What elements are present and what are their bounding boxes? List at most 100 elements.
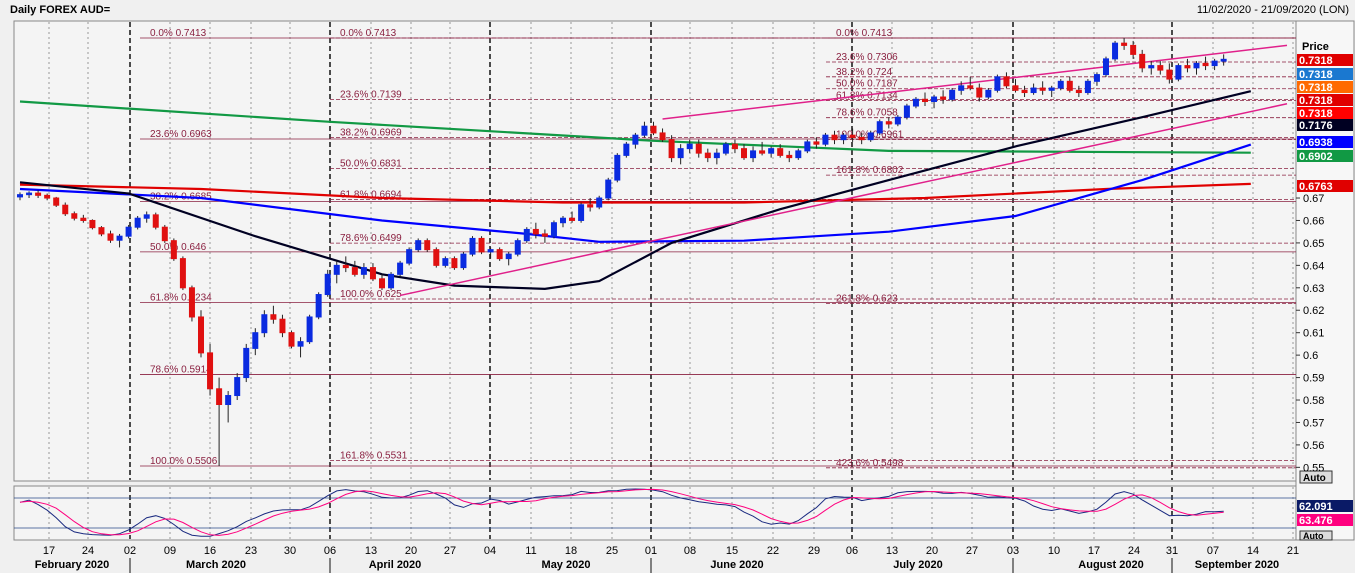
candle-body <box>578 204 585 221</box>
osc-d-line <box>19 488 1224 536</box>
candle-body <box>523 228 530 242</box>
date-tick-label: 13 <box>365 545 377 557</box>
candle-body <box>750 150 757 159</box>
candle-body <box>505 253 512 260</box>
candle-body <box>161 226 168 242</box>
candle-body <box>885 121 892 125</box>
candle-body <box>1220 58 1227 62</box>
candle-body <box>469 237 476 255</box>
date-tick-label: 22 <box>767 545 779 557</box>
month-label: September 2020 <box>1195 559 1279 571</box>
fib-level-label: 100.0% 0.5506 <box>150 456 218 467</box>
candle-body <box>342 264 349 269</box>
candle-body <box>659 132 666 141</box>
fib-level-label: 38.2% 0.724 <box>836 67 893 78</box>
auto-button[interactable] <box>1299 470 1333 484</box>
candle-body <box>713 152 720 159</box>
candle-body <box>614 154 621 181</box>
price-tag <box>1297 180 1353 192</box>
price-tick-label: 0.66 <box>1303 215 1324 227</box>
osc-tag-label: 62.091 <box>1299 501 1333 513</box>
candle-body <box>152 214 159 228</box>
price-chart[interactable]: Price Auto Auto 0.0% 0.7413 23.6% 0.6963 3… <box>0 20 1355 573</box>
fib-level-label: 161.8% 0.6802 <box>836 165 904 176</box>
price-tag <box>1297 54 1353 66</box>
candle-body <box>35 192 42 196</box>
candle-body <box>777 148 784 156</box>
date-tick-label: 08 <box>684 545 696 557</box>
candle-body <box>894 116 901 125</box>
candle-body <box>107 233 114 241</box>
candle-body <box>903 105 910 118</box>
price-tag-label: 0.7176 <box>1299 120 1333 132</box>
date-tick-label: 14 <box>1247 545 1259 557</box>
candle-body <box>261 314 268 334</box>
date-tick-label: 06 <box>846 545 858 557</box>
date-tick-label: 03 <box>1007 545 1019 557</box>
fib-level-label: 0.0% 0.7413 <box>340 28 397 39</box>
candle-body <box>442 258 449 266</box>
candle-body <box>1157 65 1164 71</box>
candle-body <box>134 217 141 228</box>
candle-body <box>234 377 241 397</box>
candle-body <box>849 134 856 138</box>
price-tag <box>1297 68 1353 80</box>
fib-level-label: 78.6% 0.5914 <box>150 364 212 375</box>
candle-body <box>587 204 594 208</box>
price-tag-label: 0.7318 <box>1299 69 1333 81</box>
candle-body <box>1184 65 1191 69</box>
date-tick-label: 17 <box>1088 545 1100 557</box>
price-tag-label: 0.6763 <box>1299 181 1333 193</box>
date-tick-label: 27 <box>966 545 978 557</box>
candle-body <box>704 152 711 159</box>
date-tick-label: 20 <box>405 545 417 557</box>
price-tag <box>1297 81 1353 93</box>
candle-body <box>496 249 503 260</box>
fib-level-label: 261.8% 0.623 <box>836 294 898 305</box>
candle-body <box>125 226 132 237</box>
candle-body <box>369 267 376 280</box>
candle-body <box>1112 42 1119 60</box>
fib-level-label: 23.6% 0.6963 <box>150 129 212 140</box>
candle-body <box>695 143 702 154</box>
moving-average-line <box>19 90 1252 291</box>
candle-body <box>668 139 675 159</box>
osc-tag <box>1297 500 1353 512</box>
fib-level-label: 78.6% 0.7058 <box>836 108 898 119</box>
chart-title: Daily FOREX AUD= <box>10 4 111 16</box>
candle-body <box>768 148 775 154</box>
price-tick-label: 0.56 <box>1303 440 1324 452</box>
osc-auto-button[interactable] <box>1299 530 1333 541</box>
trendline <box>399 103 1288 297</box>
candle-body <box>858 136 865 141</box>
date-tick-label: 16 <box>204 545 216 557</box>
date-tick-label: 24 <box>82 545 94 557</box>
price-tick-label: 0.6 <box>1303 350 1318 362</box>
fib-level-label: 0.0% 0.7413 <box>150 28 207 39</box>
candle-body <box>994 76 1001 91</box>
candle-body <box>333 264 340 275</box>
price-tag <box>1297 107 1353 119</box>
date-tick-label: 06 <box>324 545 336 557</box>
candle-body <box>1139 53 1146 69</box>
price-tag <box>1297 119 1353 131</box>
candle-body <box>1166 69 1173 80</box>
price-tag-label: 0.7318 <box>1299 95 1333 107</box>
price-tick-label: 0.55 <box>1303 462 1324 474</box>
month-label: June 2020 <box>710 559 763 571</box>
candle-body <box>876 121 883 134</box>
fib-level-label: 23.6% 0.7306 <box>836 52 898 63</box>
candle-body <box>415 240 422 251</box>
auto-label: Auto <box>1303 473 1326 484</box>
candle-body <box>831 134 838 141</box>
fib-level-label: 0.0% 0.7413 <box>836 28 893 39</box>
month-label: July 2020 <box>893 559 943 571</box>
candle-body <box>1130 44 1137 55</box>
fib-level-label: 61.8% 0.6234 <box>150 293 212 304</box>
candle-body <box>116 235 123 241</box>
date-tick-label: 21 <box>1287 545 1299 557</box>
candle-body <box>487 249 494 253</box>
fib-level-label: 78.6% 0.6499 <box>340 233 402 244</box>
date-tick-label: 17 <box>43 545 55 557</box>
